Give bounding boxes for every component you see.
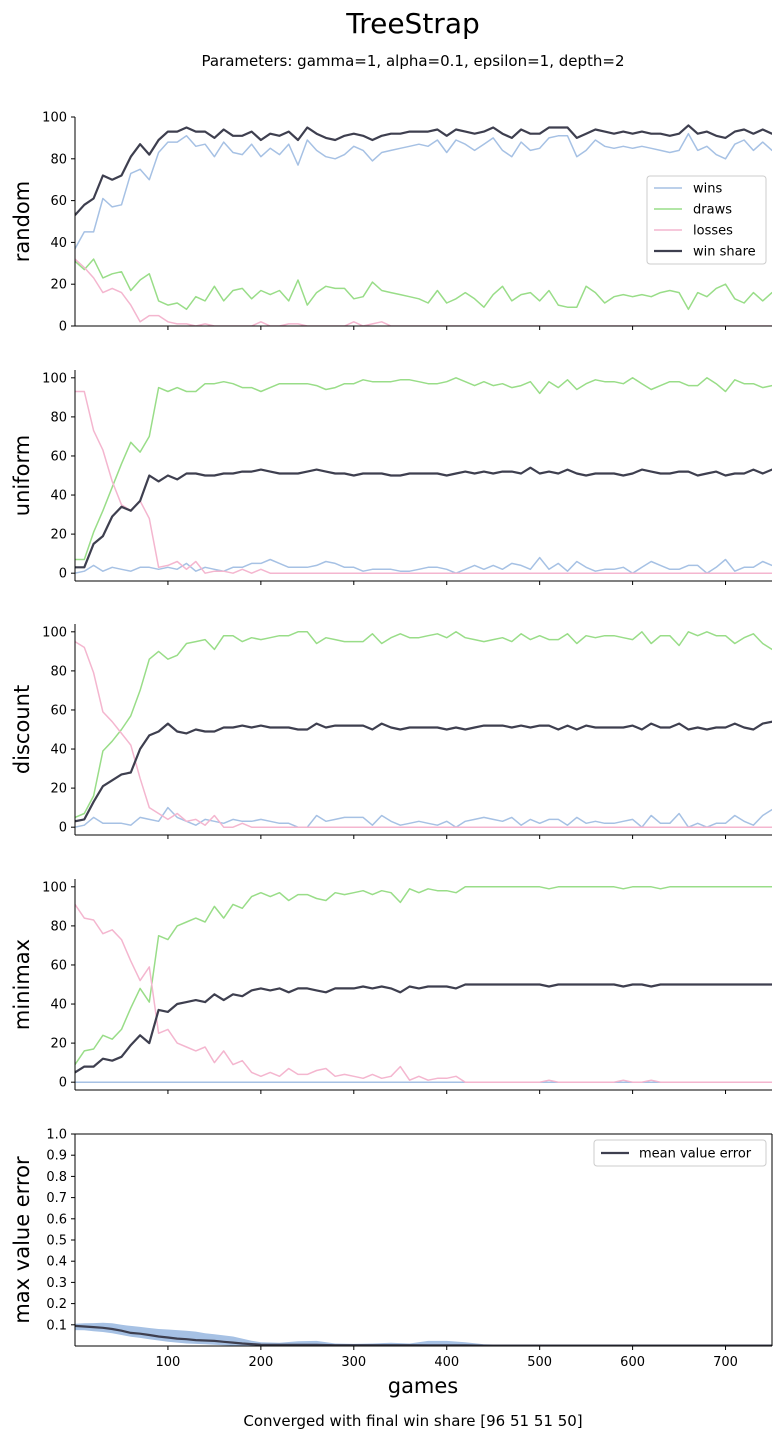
panels: 0 20 40 60 80 100 random wins draws losses win sha…	[10, 111, 773, 1370]
series-wins-line	[75, 806, 772, 828]
random-y-tick-label: 60	[50, 194, 67, 209]
uniform-y-tick-label: 100	[42, 371, 67, 386]
uniform-y-axis-label: uniform	[10, 435, 34, 516]
discount-y-tick-label: 80	[50, 664, 67, 679]
max-value-error-x-tick-label: 100	[156, 1355, 181, 1370]
panel-minimax: 0 20 40 60 80 100 minimax	[10, 879, 772, 1094]
minimax-y-tick-label: 20	[50, 1037, 67, 1052]
uniform-plot-area	[75, 377, 772, 574]
series-wins-line	[75, 556, 772, 574]
panel-discount: 0 20 40 60 80 100 discount	[10, 624, 772, 839]
discount-y-tick-label: 20	[50, 782, 67, 797]
random-y-tick-label: 40	[50, 236, 67, 251]
uniform-y-tick-label: 20	[50, 528, 67, 543]
uniform-y-tick-label: 40	[50, 489, 67, 504]
legend-mean-value-error-label: mean value error	[639, 1147, 752, 1162]
figure-footer: Converged with final win share [96 51 51…	[243, 1412, 582, 1430]
discount-y-tick-label: 0	[59, 821, 67, 836]
minimax-y-axis-label: minimax	[10, 939, 34, 1030]
max-value-error-y-tick-label: 1.0	[46, 1128, 67, 1143]
max-value-error-x-tick-label: 400	[434, 1355, 459, 1370]
series-draws-line	[75, 377, 772, 561]
discount-y-tick-label: 60	[50, 703, 67, 718]
max-value-error-y-tick-label: 0.2	[46, 1297, 67, 1312]
max-value-error-plot-area	[75, 1322, 772, 1346]
legend-wins-label: wins	[693, 182, 722, 197]
series-win-share-line	[75, 720, 772, 823]
max-value-error-y-tick-label: 0.5	[46, 1234, 67, 1249]
max-value-error-x-tick-label: 600	[620, 1355, 645, 1370]
figure-title: TreeStrap	[345, 7, 480, 40]
panel-uniform: 0 20 40 60 80 100 uniform	[10, 370, 772, 585]
legend-box	[646, 175, 767, 265]
max-value-error-y-tick-label: 0.7	[46, 1191, 67, 1206]
x-axis-label: games	[388, 1374, 459, 1398]
panel-random: 0 20 40 60 80 100 random wins draws losses win sha…	[10, 111, 772, 335]
discount-y-tick-label: 40	[50, 743, 67, 758]
legend-win-share-label: win share	[693, 245, 756, 260]
max-value-error-y-tick-label: 0.4	[46, 1255, 67, 1270]
random-y-tick-label: 80	[50, 152, 67, 167]
minimax-y-tick-label: 0	[59, 1076, 67, 1091]
series-draws-line	[75, 631, 772, 819]
minimax-y-tick-label: 60	[50, 958, 67, 973]
legend-box	[593, 1139, 767, 1167]
max-value-error-y-axis-label: max value error	[10, 1156, 34, 1324]
legend-losses-label: losses	[693, 224, 733, 239]
series-win-share-line	[75, 466, 772, 569]
series-losses-line	[75, 390, 772, 574]
minimax-y-tick-label: 40	[50, 998, 67, 1013]
series-losses-line	[75, 258, 772, 326]
error-band-area	[75, 1322, 772, 1346]
series-losses-line	[75, 640, 772, 828]
max-value-error-x-tick-label: 500	[527, 1355, 552, 1370]
series-losses-line	[75, 903, 772, 1083]
max-value-error-y-tick-label: 0.9	[46, 1149, 67, 1164]
legend-draws-label: draws	[693, 203, 732, 218]
discount-y-axis-label: discount	[10, 685, 34, 774]
series-draws-line	[75, 886, 772, 1066]
random-y-tick-label: 0	[59, 320, 67, 335]
legend-error: mean value error	[593, 1139, 767, 1167]
max-value-error-y-tick-label: 0.6	[46, 1212, 67, 1227]
minimax-plot-area	[75, 886, 772, 1083]
panel-max-value-error: 0.1 0.2 0.3 0.4 0.5 0.6 0.7 0.8 0.9 1.0 100 200 300 4…	[10, 1128, 773, 1370]
random-y-tick-label: 20	[50, 278, 67, 293]
random-plot-area	[75, 124, 772, 326]
minimax-y-tick-label: 80	[50, 919, 67, 934]
max-value-error-y-tick-label: 0.1	[46, 1318, 67, 1333]
series-draws-line	[75, 258, 772, 311]
uniform-y-tick-label: 0	[59, 567, 67, 582]
max-value-error-y-tick-label: 0.3	[46, 1276, 67, 1291]
series-win-share-line	[75, 983, 772, 1074]
series-wins-line	[75, 132, 772, 250]
minimax-y-tick-label: 100	[42, 880, 67, 895]
legend: wins draws losses win share	[646, 175, 767, 265]
random-y-tick-label: 100	[42, 111, 67, 126]
discount-y-tick-label: 100	[42, 625, 67, 640]
uniform-y-tick-label: 60	[50, 449, 67, 464]
discount-plot-area	[75, 631, 772, 828]
uniform-y-tick-label: 80	[50, 410, 67, 425]
max-value-error-x-tick-label: 200	[248, 1355, 273, 1370]
max-value-error-x-tick-label: 300	[341, 1355, 366, 1370]
max-value-error-y-tick-label: 0.8	[46, 1170, 67, 1185]
random-y-axis-label: random	[10, 181, 34, 262]
figure-subtitle: Parameters: gamma=1, alpha=0.1, epsilon=…	[202, 52, 625, 70]
max-value-error-x-tick-label: 700	[713, 1355, 738, 1370]
series-win-share-line	[75, 124, 772, 216]
